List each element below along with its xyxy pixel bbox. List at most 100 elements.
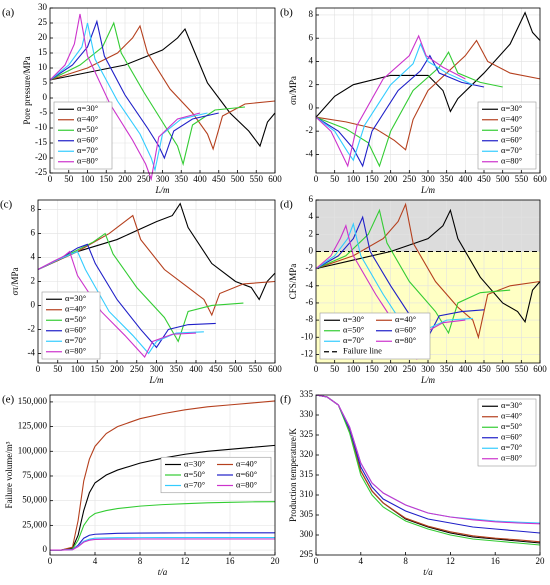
y-tick-label: 0 [309, 102, 314, 112]
legend-label: α=80° [501, 156, 522, 166]
legend-label: α=30° [77, 103, 98, 113]
x-tick-label: 150 [100, 174, 114, 184]
x-tick-label: 250 [137, 174, 151, 184]
y-tick-label: 0 [31, 300, 36, 310]
legend-label: α=80° [65, 346, 86, 356]
y-tick-label: 320 [300, 449, 314, 459]
y-tick-label: 6 [309, 194, 314, 204]
legend-label: α=60° [501, 135, 522, 145]
y-tick-label: 150,000 [18, 396, 48, 406]
plot-frame [37, 199, 276, 364]
x-tick-label: 300 [150, 364, 164, 374]
x-tick-label: 100 [71, 364, 85, 374]
data-line [315, 208, 541, 324]
y-tick-label: 0 [309, 246, 314, 256]
legend-label: α=40° [395, 314, 416, 324]
y-axis-label: Pore pressure/MPa [22, 56, 32, 124]
x-tick-label: 150 [91, 364, 105, 374]
data-line [315, 208, 511, 335]
data-line [37, 250, 197, 358]
x-tick-label: 50 [330, 364, 340, 374]
x-tick-label: 600 [533, 364, 547, 374]
x-tick-label: 200 [384, 174, 398, 184]
y-tick-label: -10 [35, 122, 47, 132]
x-tick-label: 50 [64, 174, 74, 184]
data-line [315, 42, 474, 162]
legend-label: α=50° [184, 469, 205, 479]
x-tick-label: 350 [170, 364, 184, 374]
y-tick-label: 325 [300, 429, 314, 439]
x-tick-label: 100 [347, 364, 361, 374]
x-tick-label: 450 [209, 364, 223, 374]
panel-label: (f) [280, 394, 291, 406]
panel: 0 50 100 150 200 250 300 350 400 450 500 550 600-25-… [2, 2, 282, 195]
legend-label: α=60° [65, 325, 86, 335]
y-tick-label: 330 [300, 409, 314, 419]
legend-label: α=30° [501, 400, 522, 410]
y-tick-label: -12 [301, 348, 313, 358]
legend-label: α=80° [501, 453, 522, 463]
plot-frame [49, 394, 276, 556]
legend: α=30°α=40°α=50°α=60°α=70°α=80° [477, 398, 537, 467]
x-tick-label: 400 [193, 174, 207, 184]
y-axis-label: Production temperature/K [288, 428, 298, 522]
plot-frame [315, 394, 541, 556]
data-line [37, 202, 276, 301]
y-tick-label: 30 [38, 2, 48, 12]
legend-label: α=40° [236, 458, 257, 468]
x-tick-label: 550 [249, 364, 263, 374]
y-tick-label: 2 [309, 228, 314, 238]
x-tick-label: 250 [403, 364, 417, 374]
legend: α=30°α=40°α=50°α=60°α=70°α=80° [477, 101, 537, 170]
y-tick-label: -4 [306, 280, 314, 290]
x-tick-label: 100 [81, 174, 95, 184]
y-tick-label: -2 [306, 263, 314, 273]
legend-label: α=50° [77, 124, 98, 134]
data-line [315, 224, 466, 361]
y-tick-label: 8 [309, 9, 314, 19]
y-axis-label: Failure volume/m³ [4, 441, 14, 508]
x-axis-label: t/a [423, 567, 433, 577]
x-tick-label: 500 [496, 364, 510, 374]
y-tick-label: -15 [35, 137, 47, 147]
panel-label: (d) [280, 199, 293, 211]
x-tick-label: 250 [403, 174, 417, 184]
y-tick-label: 6 [31, 228, 36, 238]
panel: 0 50 100 150 200 250 300 350 400 450 500 550 600 -4 -2… [0, 199, 282, 386]
panel: 0 50 100 150 200 250 300 350 400 450 500 550 600 -4 -2… [280, 7, 547, 196]
x-axis-label: L/m [420, 375, 436, 385]
x-tick-label: 400 [459, 364, 473, 374]
legend-label: α=60° [395, 325, 416, 335]
legend: α=30° α=40° α=50° α=60° α=70° α=80° Failure li… [319, 312, 431, 360]
data-line [50, 501, 276, 551]
y-tick-label: 335 [300, 389, 314, 399]
data-line [315, 54, 485, 168]
y-tick-label: 315 [300, 469, 314, 479]
y-tick-label: 100,000 [18, 445, 48, 455]
y-tick-label: -25 [35, 167, 47, 177]
data-line [315, 202, 541, 340]
x-axis-label: L/m [154, 185, 170, 195]
x-tick-label: 0 [36, 364, 41, 374]
plot-frame [315, 199, 541, 364]
y-tick-label: 5 [43, 77, 48, 87]
y-tick-label: 0 [43, 544, 48, 554]
y-axis-label: στ/MPa [10, 268, 20, 296]
data-line [37, 232, 244, 343]
legend-label: α=70° [343, 335, 364, 345]
x-tick-label: 0 [314, 556, 319, 566]
data-line [37, 250, 204, 355]
legend-label: α=40° [65, 304, 86, 314]
x-tick-label: 450 [477, 174, 491, 184]
x-tick-label: 12 [446, 556, 455, 566]
x-tick-label: 0 [314, 174, 319, 184]
x-tick-label: 200 [110, 364, 124, 374]
y-tick-label: -6 [306, 297, 314, 307]
y-tick-label: 125,000 [18, 421, 48, 431]
x-tick-label: 16 [226, 556, 236, 566]
y-tick-label: -2 [28, 324, 36, 334]
data-line [49, 24, 276, 151]
x-tick-label: 500 [496, 174, 510, 184]
x-tick-label: 50 [53, 364, 63, 374]
panel: 0 4 8 12 16 20 295 300 305 310 315 320 325 330 335 (f) t… [280, 389, 545, 577]
